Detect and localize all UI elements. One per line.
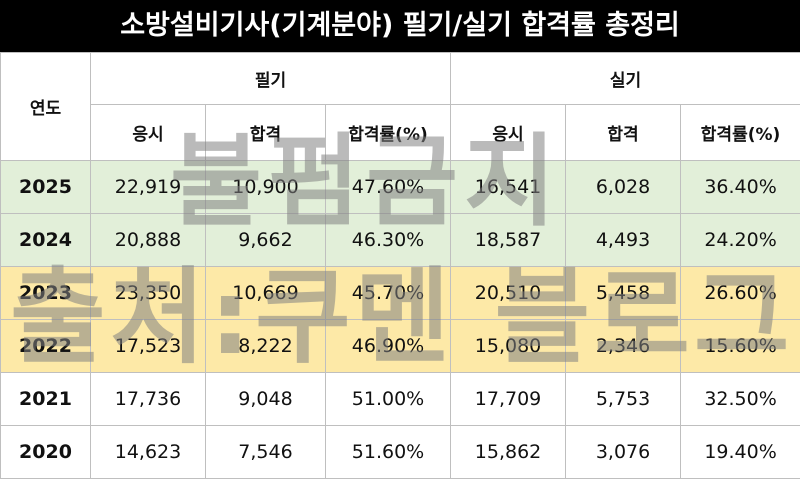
year-cell: 2024 xyxy=(1,214,91,267)
value-cell: 16,541 xyxy=(451,161,566,214)
value-cell: 5,753 xyxy=(566,373,681,426)
value-cell: 18,587 xyxy=(451,214,566,267)
sub-header: 합격률(%) xyxy=(681,105,800,161)
year-cell: 2025 xyxy=(1,161,91,214)
value-cell: 46.90% xyxy=(326,320,451,373)
value-cell: 2,346 xyxy=(566,320,681,373)
value-cell: 17,523 xyxy=(91,320,206,373)
value-cell: 10,669 xyxy=(206,267,326,320)
value-cell: 15.60% xyxy=(681,320,800,373)
value-cell: 46.30% xyxy=(326,214,451,267)
group-header: 필기 xyxy=(91,53,451,105)
year-cell: 2023 xyxy=(1,267,91,320)
value-cell: 10,900 xyxy=(206,161,326,214)
value-cell: 36.40% xyxy=(681,161,800,214)
value-cell: 19.40% xyxy=(681,426,800,479)
value-cell: 6,028 xyxy=(566,161,681,214)
year-cell: 2022 xyxy=(1,320,91,373)
value-cell: 15,862 xyxy=(451,426,566,479)
value-cell: 5,458 xyxy=(566,267,681,320)
title: 소방설비기사(기계분야) 필기/실기 합격률 총정리 xyxy=(0,0,800,52)
value-cell: 9,662 xyxy=(206,214,326,267)
value-cell: 51.00% xyxy=(326,373,451,426)
value-cell: 24.20% xyxy=(681,214,800,267)
value-cell: 7,546 xyxy=(206,426,326,479)
sub-header: 합격 xyxy=(206,105,326,161)
value-cell: 3,076 xyxy=(566,426,681,479)
value-cell: 17,709 xyxy=(451,373,566,426)
value-cell: 51.60% xyxy=(326,426,451,479)
value-cell: 47.60% xyxy=(326,161,451,214)
sub-header: 응시 xyxy=(91,105,206,161)
year-header: 연도 xyxy=(1,53,91,161)
year-cell: 2021 xyxy=(1,373,91,426)
year-cell: 2020 xyxy=(1,426,91,479)
value-cell: 45.70% xyxy=(326,267,451,320)
value-cell: 23,350 xyxy=(91,267,206,320)
value-cell: 32.50% xyxy=(681,373,800,426)
sub-header: 합격률(%) xyxy=(326,105,451,161)
sub-header: 응시 xyxy=(451,105,566,161)
value-cell: 20,888 xyxy=(91,214,206,267)
sub-header: 합격 xyxy=(566,105,681,161)
value-cell: 22,919 xyxy=(91,161,206,214)
value-cell: 20,510 xyxy=(451,267,566,320)
value-cell: 17,736 xyxy=(91,373,206,426)
group-header: 실기 xyxy=(451,53,800,105)
value-cell: 8,222 xyxy=(206,320,326,373)
value-cell: 26.60% xyxy=(681,267,800,320)
value-cell: 15,080 xyxy=(451,320,566,373)
value-cell: 9,048 xyxy=(206,373,326,426)
value-cell: 4,493 xyxy=(566,214,681,267)
value-cell: 14,623 xyxy=(91,426,206,479)
